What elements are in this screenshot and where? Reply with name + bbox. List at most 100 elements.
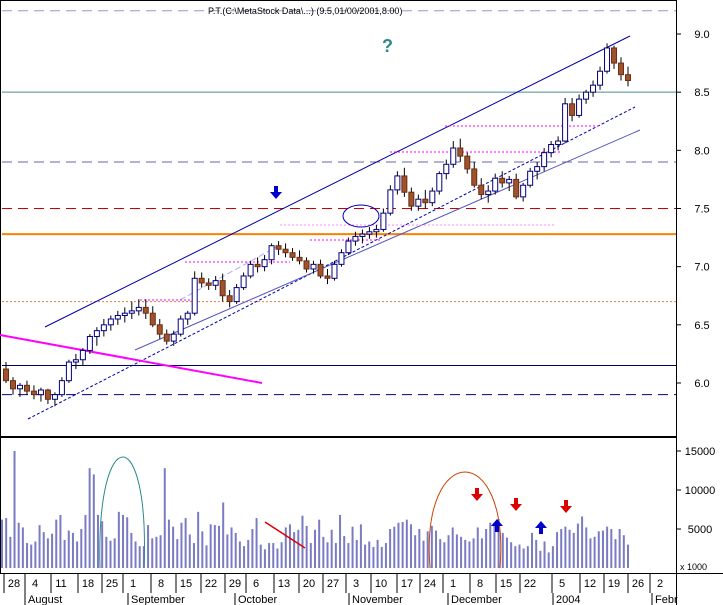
volume-bar: [468, 541, 471, 568]
volume-bar: [526, 546, 529, 568]
volume-bar: [51, 533, 54, 568]
day-label: 1: [130, 578, 136, 590]
volume-bar: [556, 532, 559, 568]
candle-body: [163, 333, 170, 342]
signal-arrows: [270, 186, 572, 534]
volume-bar: [38, 525, 41, 568]
volume-bar: [213, 525, 216, 568]
candle-body: [366, 231, 373, 235]
volume-bar: [314, 529, 316, 568]
volume-bar: [134, 541, 137, 568]
volume-tick-label: 15000: [685, 446, 716, 458]
volume-bar: [138, 546, 141, 568]
candle-body: [114, 315, 121, 320]
volume-bar: [301, 515, 304, 568]
volume-bar: [184, 518, 187, 568]
volume-bar: [514, 546, 517, 568]
candle-body: [128, 310, 135, 314]
volume-bar: [209, 524, 212, 568]
candle-body: [72, 359, 79, 363]
volume-bar: [464, 539, 467, 568]
candle-body: [79, 349, 86, 361]
volume-arc-teal: [99, 456, 145, 569]
price-tick-label: 6.0: [694, 378, 709, 390]
month-label: September: [131, 594, 185, 605]
day-label: 5: [559, 578, 565, 590]
volume-bar: [568, 529, 571, 568]
volume-bar: [347, 543, 350, 568]
volume-bar: [130, 532, 133, 568]
candle-body: [478, 184, 485, 196]
arrow-up-icon: [491, 519, 503, 532]
volume-bar: [614, 539, 617, 568]
candle-body: [135, 306, 142, 312]
candle-body: [268, 245, 275, 261]
candle-body: [170, 333, 177, 342]
volume-bar: [30, 544, 33, 568]
day-label: 24: [424, 578, 436, 590]
month-label: October: [238, 594, 277, 605]
volume-bar: [222, 502, 225, 568]
candle-body: [541, 152, 548, 168]
volume-bar: [113, 538, 116, 568]
volume-bar: [414, 535, 417, 568]
volume-bar: [309, 543, 312, 568]
volume-bar: [518, 544, 521, 568]
volume-bar: [539, 550, 542, 568]
day-label: 2: [657, 578, 663, 590]
volume-bar: [451, 527, 454, 568]
volume-bars: [1, 451, 629, 568]
volume-bar: [376, 539, 379, 568]
volume-bar: [401, 521, 404, 568]
day-label: 15: [500, 578, 512, 590]
candle-body: [296, 256, 303, 262]
volume-bar: [510, 542, 513, 568]
volume-bar: [59, 514, 62, 568]
volume-bar: [55, 519, 58, 568]
month-label: Febr: [655, 594, 678, 605]
volume-bar: [372, 546, 375, 568]
day-label: 18: [82, 578, 94, 590]
candle-body: [58, 380, 65, 396]
day-label: 10: [375, 578, 387, 590]
candle-body: [107, 318, 114, 326]
volume-bar: [197, 511, 200, 568]
volume-bar: [585, 527, 588, 568]
candle-body: [436, 173, 443, 192]
volume-bar: [418, 529, 421, 568]
candle-body: [415, 198, 422, 207]
volume-bar: [284, 527, 287, 568]
volume-bar: [318, 519, 321, 568]
volume-bar: [505, 537, 508, 568]
price-tick-label: 9.0: [694, 29, 709, 41]
volume-bar: [76, 541, 79, 568]
volume-bar: [355, 539, 358, 568]
candle-body: [44, 389, 51, 400]
volume-bar: [230, 527, 233, 568]
volume-bar: [163, 468, 166, 568]
volume-bar: [547, 552, 550, 568]
candle-body: [240, 275, 247, 289]
volume-bar: [9, 536, 12, 568]
volume-bar: [243, 546, 246, 568]
volume-bar: [439, 539, 442, 568]
candle-body: [184, 312, 191, 320]
volume-bar: [71, 532, 74, 568]
candle-body: [576, 98, 583, 116]
candlesticks: [3, 43, 631, 407]
candle-body: [3, 368, 9, 382]
volume-bar: [13, 451, 16, 568]
volume-bar: [276, 548, 279, 568]
price-tick-label: 8.0: [694, 145, 709, 157]
day-label: 20: [303, 578, 315, 590]
arrow-down-icon: [510, 498, 522, 511]
volume-bar: [343, 536, 346, 568]
candle-body: [149, 312, 156, 326]
candle-body: [303, 260, 310, 270]
day-label: 6: [253, 578, 259, 590]
candle-body: [548, 144, 555, 154]
volume-bar: [293, 532, 296, 568]
volume-bar: [247, 539, 250, 568]
candle-body: [450, 147, 457, 165]
